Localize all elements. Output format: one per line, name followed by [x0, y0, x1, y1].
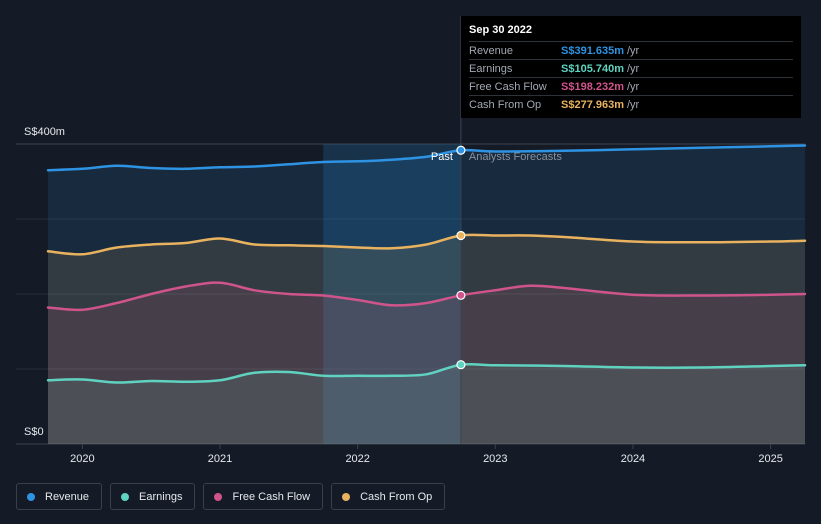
tooltip-date: Sep 30 2022 — [469, 24, 532, 36]
free-cash-flow-marker — [456, 290, 466, 300]
tooltip-row: Revenue S$391.635m/yr — [469, 41, 793, 59]
legend-item-earnings[interactable]: Earnings — [110, 483, 196, 510]
series-lines — [46, 144, 807, 384]
series-markers — [456, 145, 466, 370]
tooltip-row-value: S$198.232m — [561, 80, 624, 93]
legend-label: Revenue — [45, 490, 90, 503]
legend-item-free-cash-flow[interactable]: Free Cash Flow — [203, 483, 324, 510]
tooltip-row: Free Cash Flow S$198.232m/yr — [469, 77, 793, 95]
legend-dot-icon — [27, 492, 35, 501]
tooltip-row-label: Free Cash Flow — [469, 80, 547, 93]
legend: Revenue Earnings Free Cash Flow Cash From O… — [16, 483, 446, 510]
tooltip-row-unit: /yr — [627, 62, 640, 75]
y-axis-max-label: S$400m — [24, 126, 65, 138]
tooltip: Sep 30 2022 Revenue S$391.635m/yr Earnings… — [461, 16, 801, 118]
past-shade — [323, 144, 461, 444]
free-cash-flow-area — [48, 282, 805, 444]
tooltip-row: Earnings S$105.740m/yr — [469, 59, 793, 77]
tooltip-rows: Revenue S$391.635m/yr Earnings S$105.740m/y… — [469, 41, 793, 113]
legend-dot-icon — [214, 492, 223, 501]
tooltip-row-value: S$105.740m — [561, 62, 624, 75]
legend-label: Earnings — [139, 490, 183, 503]
revenue-line — [46, 144, 807, 172]
tooltip-row-label: Revenue — [469, 44, 514, 57]
x-tick-label: 2024 — [621, 453, 645, 465]
cash-from-op-marker — [456, 230, 466, 241]
tooltip-row-value: S$391.635m — [561, 44, 624, 57]
x-tick-label: 2021 — [208, 453, 232, 465]
revenue-area — [48, 145, 805, 444]
legend-dot-icon — [342, 492, 351, 501]
earnings-marker — [456, 360, 466, 370]
forecast-label: Analysts Forecasts — [469, 151, 562, 163]
earnings-area — [48, 364, 805, 444]
y-axis-min-label: S$0 — [24, 426, 44, 438]
earnings-line — [46, 362, 807, 384]
tooltip-row: Cash From Op S$277.963m/yr — [469, 95, 793, 113]
legend-item-cash-from-op[interactable]: Cash From Op — [331, 483, 446, 510]
x-tick-label: 2023 — [483, 453, 507, 465]
tooltip-row-unit: /yr — [627, 80, 640, 93]
cash-from-op-line — [46, 233, 807, 256]
x-tick-label: 2025 — [758, 453, 782, 465]
x-tick-label: 2022 — [345, 453, 369, 465]
x-tick-label: 2020 — [70, 453, 94, 465]
tooltip-row-label: Earnings — [469, 62, 513, 75]
tooltip-row-label: Cash From Op — [469, 98, 542, 111]
tooltip-row-unit: /yr — [627, 98, 640, 111]
legend-label: Cash From Op — [360, 490, 433, 503]
free-cash-flow-line — [46, 281, 807, 312]
revenue-marker — [456, 145, 466, 155]
cash-from-op-area — [48, 234, 805, 444]
legend-label: Free Cash Flow — [232, 490, 311, 503]
tooltip-row-unit: /yr — [627, 44, 640, 57]
legend-dot-icon — [121, 492, 130, 501]
past-label: Past — [431, 151, 453, 163]
x-axis: 2020 2021 2022 2023 2024 2025 — [70, 444, 783, 465]
tooltip-row-value: S$277.963m — [561, 98, 624, 111]
legend-item-revenue[interactable]: Revenue — [16, 483, 103, 510]
